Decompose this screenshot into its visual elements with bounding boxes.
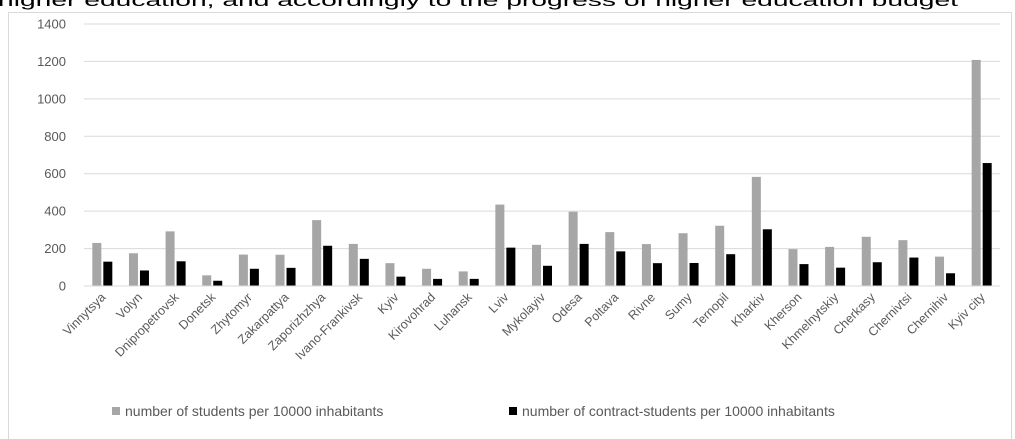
bar-students (458, 271, 468, 286)
bar-students (568, 211, 578, 286)
legend-label: number of students per 10000 inhabitants (125, 403, 383, 419)
bar-contract-students (543, 265, 552, 286)
bar-contract-students (909, 257, 919, 286)
bar-contract-students (982, 163, 992, 286)
bar-students (751, 176, 761, 286)
bar-contract-students (433, 278, 443, 286)
y-tick-label: 1400 (37, 17, 66, 32)
x-category-label: Sumy (662, 290, 695, 323)
bar-contract-students (872, 262, 882, 286)
bar-contract-students (286, 267, 296, 286)
bar-contract-students (652, 263, 662, 286)
bar-students (165, 231, 175, 286)
legend-swatch (509, 407, 517, 415)
x-category-label: Lviv (486, 290, 512, 316)
y-axis-ticks: 0 200 400 600 800 1000 1200 1400 (37, 17, 66, 294)
x-category-label: Volyn (114, 290, 146, 322)
legend-label: number of contract-students per 10000 in… (522, 403, 835, 419)
gridlines (84, 23, 1000, 250)
x-axis-labels: Vinnytsya VolynDnipropetrovskDonetskZhyto… (60, 290, 988, 363)
bar-students (495, 204, 505, 286)
x-category-label: Dnipropetrovsk (112, 290, 182, 360)
bar-students (898, 240, 908, 286)
bar-contract-students (396, 276, 406, 286)
bar-students (605, 232, 615, 286)
bar-contract-students (579, 243, 589, 286)
bar-students (385, 263, 395, 286)
y-tick-label: 600 (44, 166, 66, 181)
y-tick-label: 1000 (37, 91, 66, 106)
bar-students (861, 236, 871, 286)
bar-contract-students (103, 261, 113, 286)
bar-students (92, 242, 102, 286)
bar-contract-students (946, 273, 956, 286)
bar-students (935, 256, 945, 286)
clipped-title: higher education, and accordingly to the… (0, 0, 958, 10)
y-tick-label: 0 (59, 279, 66, 294)
x-category-label: Ivano-Frankivsk (293, 290, 366, 363)
y-tick-label: 800 (44, 129, 66, 144)
bar-contract-students (836, 267, 846, 286)
bar-contract-students (323, 245, 333, 286)
bar-students (348, 243, 358, 286)
bar-students (788, 249, 798, 286)
x-category-label: Luhansk (432, 290, 476, 334)
bar-contract-students (469, 278, 479, 286)
bar-students (532, 244, 541, 286)
bar-contract-students (213, 280, 223, 286)
bar-students (312, 220, 322, 286)
x-category-label: Odesa (549, 290, 585, 326)
bar-contract-students (506, 247, 516, 286)
bar-students (422, 268, 432, 286)
bar-students (825, 246, 835, 286)
x-category-label: Ternopil (690, 290, 731, 331)
bar-students (202, 275, 212, 286)
legend: number of students per 10000 inhabitants… (112, 403, 835, 419)
bar-students (128, 253, 138, 286)
bar-students (971, 59, 981, 286)
x-category-label: Kyiv (375, 290, 402, 317)
bar-contract-students (139, 270, 149, 286)
legend-swatch (112, 407, 120, 415)
y-tick-label: 1200 (37, 54, 66, 69)
bar-contract-students (799, 264, 809, 286)
bar-contract-students (616, 251, 626, 286)
bar-contract-students (726, 254, 736, 286)
bars (92, 59, 992, 286)
chart-border (8, 12, 1012, 439)
bar-contract-students (359, 258, 369, 286)
bar-students (275, 254, 285, 286)
bar-students (238, 254, 248, 286)
x-category-label: Rivne (626, 290, 659, 323)
bar-contract-students (762, 229, 772, 286)
bar-students (715, 225, 725, 286)
bar-students (641, 244, 651, 286)
bar-students (678, 233, 688, 286)
bar-contract-students (689, 262, 699, 286)
y-tick-label: 400 (44, 204, 66, 219)
x-category-label: Vinnytsya (60, 290, 108, 338)
bar-contract-students (249, 268, 259, 286)
bar-contract-students (176, 261, 186, 286)
x-category-label: Poltava (582, 290, 621, 329)
x-category-label: Kyiv city (945, 290, 988, 333)
y-tick-label: 200 (44, 241, 66, 256)
